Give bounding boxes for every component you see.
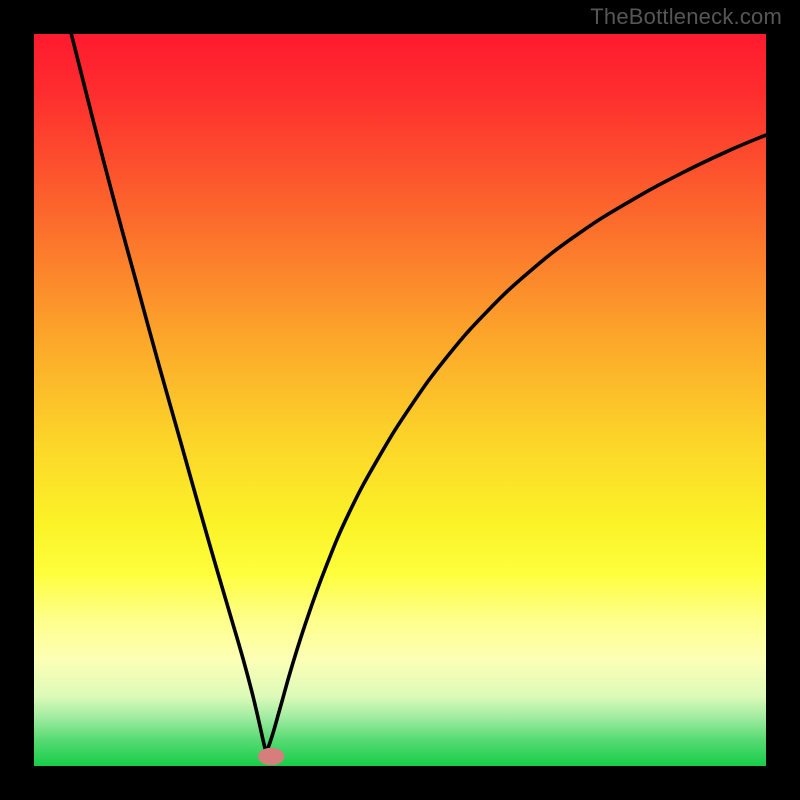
chart-frame: TheBottleneck.com — [0, 0, 800, 800]
watermark-label: TheBottleneck.com — [590, 4, 782, 30]
bottleneck-chart — [34, 34, 766, 766]
chart-background — [34, 34, 766, 766]
plot-area — [34, 34, 766, 766]
minimum-marker — [258, 748, 284, 766]
